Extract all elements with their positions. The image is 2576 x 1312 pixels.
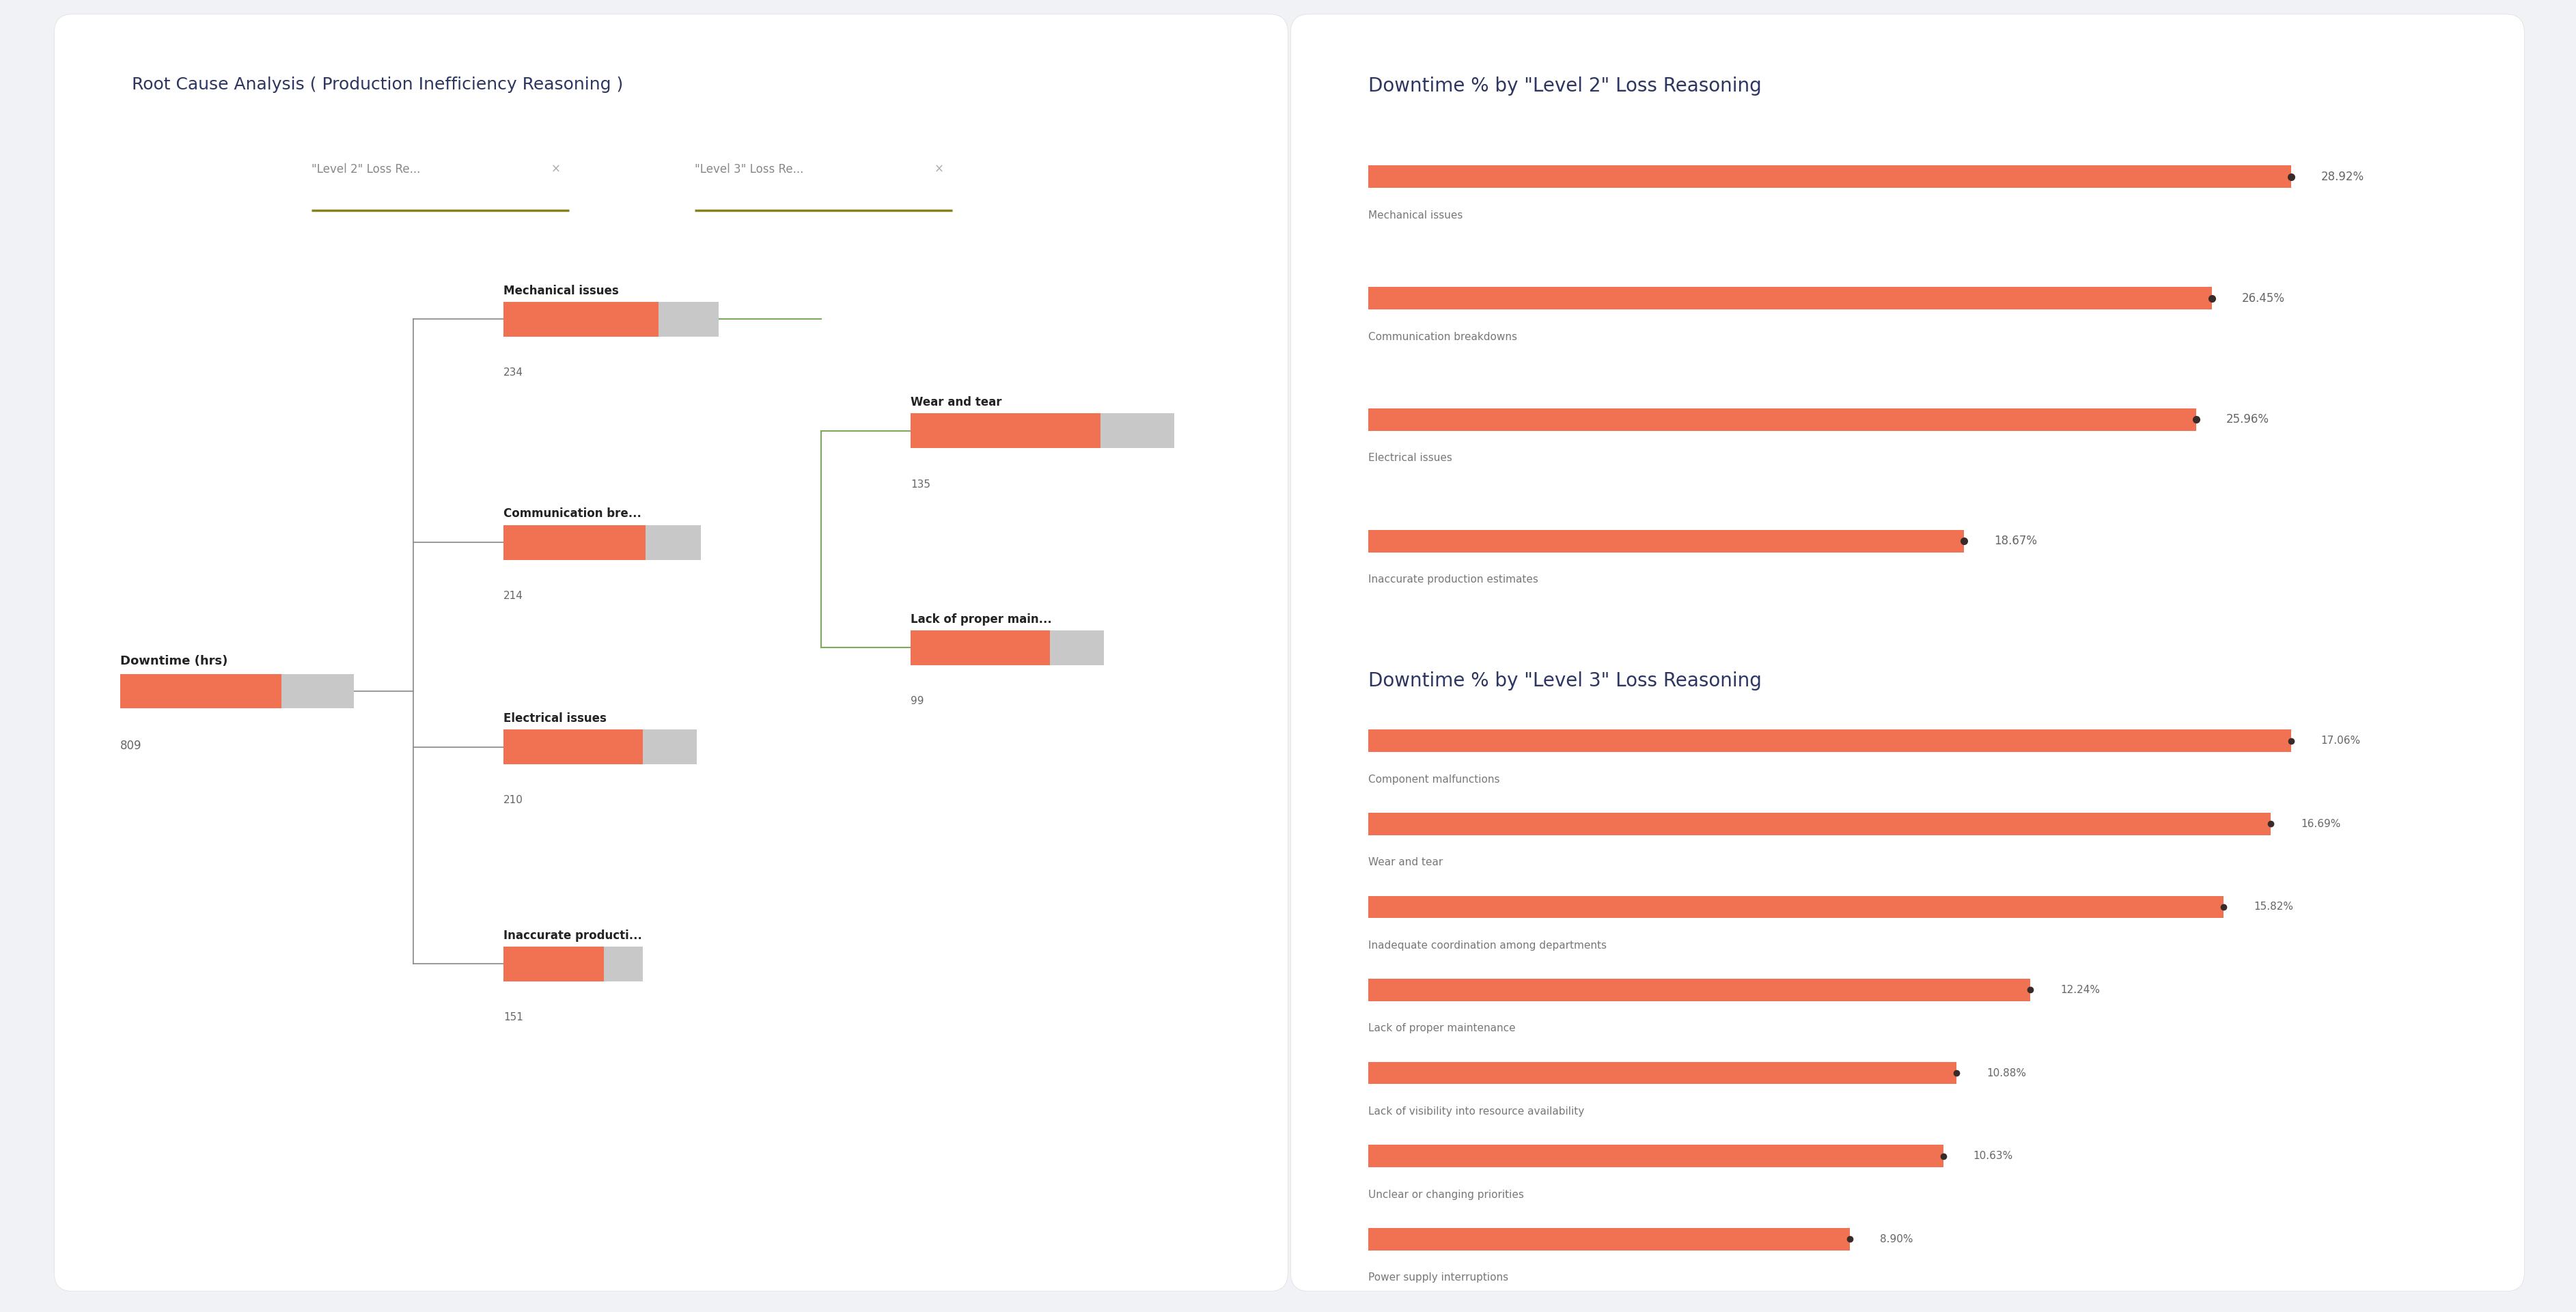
Bar bbox=[1051, 630, 1105, 665]
Bar bbox=[1368, 979, 2030, 1001]
Bar bbox=[1368, 812, 2272, 834]
Text: ×: × bbox=[551, 163, 562, 176]
Text: 135: 135 bbox=[912, 479, 930, 489]
Text: Lack of proper maintenance: Lack of proper maintenance bbox=[1368, 1023, 1515, 1034]
Bar bbox=[1368, 1061, 1958, 1084]
Bar bbox=[502, 302, 659, 337]
Text: 26.45%: 26.45% bbox=[2241, 293, 2285, 304]
Bar bbox=[641, 729, 698, 765]
Bar bbox=[1100, 413, 1175, 449]
Bar bbox=[647, 525, 701, 560]
Bar bbox=[1368, 408, 2197, 430]
Text: Downtime % by "Level 3" Loss Reasoning: Downtime % by "Level 3" Loss Reasoning bbox=[1368, 672, 1762, 690]
Text: Power supply interruptions: Power supply interruptions bbox=[1368, 1273, 1510, 1283]
Text: Root Cause Analysis ( Production Inefficiency Reasoning ): Root Cause Analysis ( Production Ineffic… bbox=[131, 76, 623, 93]
Text: Communication breakdowns: Communication breakdowns bbox=[1368, 332, 1517, 342]
Bar bbox=[1368, 165, 2290, 188]
Bar bbox=[502, 525, 647, 560]
Text: 18.67%: 18.67% bbox=[1994, 535, 2038, 547]
Text: 210: 210 bbox=[502, 795, 523, 806]
Text: Inadequate coordination among departments: Inadequate coordination among department… bbox=[1368, 941, 1607, 951]
Bar bbox=[912, 630, 1051, 665]
Text: 10.63%: 10.63% bbox=[1973, 1151, 2012, 1161]
Text: "Level 3" Loss Re...: "Level 3" Loss Re... bbox=[696, 163, 804, 176]
Text: Lack of visibility into resource availability: Lack of visibility into resource availab… bbox=[1368, 1106, 1584, 1117]
Bar bbox=[1368, 729, 2290, 752]
Text: 28.92%: 28.92% bbox=[2321, 171, 2365, 182]
Text: 809: 809 bbox=[121, 740, 142, 752]
Bar bbox=[1368, 1145, 1942, 1168]
Bar bbox=[1368, 530, 1963, 552]
Bar bbox=[603, 946, 641, 981]
Bar bbox=[912, 413, 1100, 449]
Text: 12.24%: 12.24% bbox=[2061, 985, 2099, 994]
Bar bbox=[1368, 896, 2223, 918]
Text: 17.06%: 17.06% bbox=[2321, 736, 2360, 745]
Text: Downtime % by "Level 2" Loss Reasoning: Downtime % by "Level 2" Loss Reasoning bbox=[1368, 76, 1762, 96]
Text: Electrical issues: Electrical issues bbox=[502, 712, 605, 724]
Text: Unclear or changing priorities: Unclear or changing priorities bbox=[1368, 1190, 1525, 1199]
Text: 16.69%: 16.69% bbox=[2300, 819, 2342, 829]
Text: Communication bre...: Communication bre... bbox=[502, 508, 641, 520]
FancyBboxPatch shape bbox=[54, 14, 1288, 1291]
Bar bbox=[1368, 1228, 1850, 1250]
Bar bbox=[281, 674, 353, 708]
Text: Downtime (hrs): Downtime (hrs) bbox=[121, 655, 227, 668]
FancyBboxPatch shape bbox=[1291, 14, 2524, 1291]
Text: 234: 234 bbox=[502, 367, 523, 378]
Text: Wear and tear: Wear and tear bbox=[1368, 857, 1443, 867]
Text: 8.90%: 8.90% bbox=[1880, 1235, 1914, 1244]
Text: Inaccurate producti...: Inaccurate producti... bbox=[502, 929, 641, 942]
Text: Mechanical issues: Mechanical issues bbox=[502, 285, 618, 297]
Text: 25.96%: 25.96% bbox=[2226, 413, 2269, 426]
Text: Electrical issues: Electrical issues bbox=[1368, 453, 1453, 463]
Bar bbox=[502, 946, 603, 981]
Text: 10.88%: 10.88% bbox=[1986, 1068, 2027, 1078]
Text: Inaccurate production estimates: Inaccurate production estimates bbox=[1368, 575, 1538, 585]
Text: 99: 99 bbox=[912, 697, 925, 706]
Text: "Level 2" Loss Re...: "Level 2" Loss Re... bbox=[312, 163, 420, 176]
Text: Mechanical issues: Mechanical issues bbox=[1368, 210, 1463, 220]
Text: Wear and tear: Wear and tear bbox=[912, 396, 1002, 408]
Text: 15.82%: 15.82% bbox=[2254, 901, 2293, 912]
Text: 151: 151 bbox=[502, 1013, 523, 1022]
Text: ×: × bbox=[935, 163, 943, 176]
Bar bbox=[1368, 287, 2213, 310]
Bar bbox=[121, 674, 281, 708]
Text: 214: 214 bbox=[502, 590, 523, 601]
Text: Lack of proper main...: Lack of proper main... bbox=[912, 613, 1051, 626]
Bar bbox=[659, 302, 719, 337]
Text: Component malfunctions: Component malfunctions bbox=[1368, 774, 1499, 785]
Bar bbox=[502, 729, 641, 765]
